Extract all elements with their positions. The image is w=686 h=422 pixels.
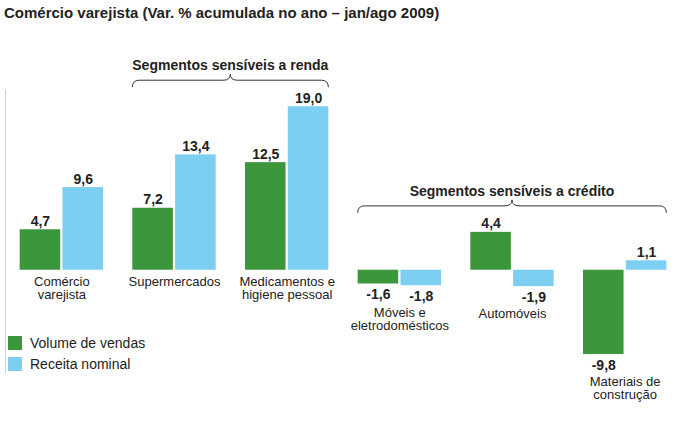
svg-text:Comérciovarejista: Comérciovarejista xyxy=(34,274,90,302)
svg-text:-1,9: -1,9 xyxy=(522,289,546,305)
html-text:Comércio varejista (Var. % acu: Comércio varejista (Var. % acumulada no … xyxy=(4,4,440,21)
svg-text:13,4: 13,4 xyxy=(182,138,209,154)
svg-text:Supermercados: Supermercados xyxy=(129,274,221,289)
svg-text:-1,6: -1,6 xyxy=(366,286,390,302)
svg-text:Medicamentos ehigiene pessoal: Medicamentos ehigiene pessoal xyxy=(239,274,334,302)
svg-text:-1,8: -1,8 xyxy=(409,288,433,304)
svg-text:4,4: 4,4 xyxy=(481,215,501,231)
svg-text:-9,8: -9,8 xyxy=(592,357,616,373)
svg-text:9,6: 9,6 xyxy=(74,171,94,187)
svg-text:Automóveis: Automóveis xyxy=(479,306,547,321)
svg-text:19,0: 19,0 xyxy=(295,90,322,106)
svg-text:Móveis eeletrodomésticos: Móveis eeletrodomésticos xyxy=(351,305,450,333)
html-text:Receita nominal: Receita nominal xyxy=(30,356,131,372)
svg-text:Materiais deconstrução: Materiais deconstrução xyxy=(590,374,661,402)
svg-text:Segmentos sensíveis a crédito: Segmentos sensíveis a crédito xyxy=(410,183,615,199)
html-text:Volume de vendas: Volume de vendas xyxy=(30,335,146,351)
svg-text:Segmentos sensíveis a renda: Segmentos sensíveis a renda xyxy=(132,57,328,73)
svg-text:7,2: 7,2 xyxy=(143,191,163,207)
svg-text:4,7: 4,7 xyxy=(31,213,51,229)
svg-text:1,1: 1,1 xyxy=(637,244,657,260)
svg-text:12,5: 12,5 xyxy=(252,146,279,162)
